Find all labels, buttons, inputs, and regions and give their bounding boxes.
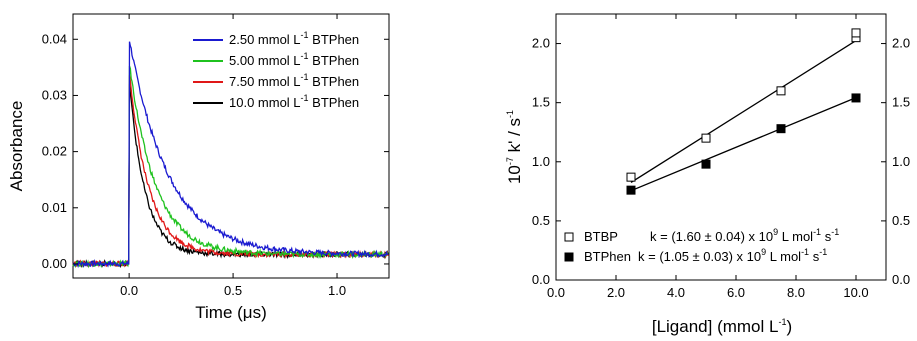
legend-entry: BTPhen — [584, 249, 631, 264]
rate-constant-chart: 0.0 2.0 4.0 6.0 8.0 10.0 0.0 0.00.5 0.51.0 1.01.… — [505, 13, 910, 336]
right-y-tick-label: 2.0 — [532, 36, 550, 51]
data-point — [851, 93, 861, 103]
left-x-tick-label: 0.5 — [224, 283, 242, 298]
absorbance-chart: 0.0 0.5 1.0 0.00 0.01 0.02 0.03 0.04 2.50 mmol… — [7, 13, 390, 322]
data-point — [776, 86, 786, 96]
left-y-tick-label: 0.00 — [42, 256, 67, 271]
right-y-tick-label: 1.5 — [532, 95, 550, 110]
right-x-tick-label: 6.0 — [727, 285, 745, 300]
legend-entry: 2.50 mmol L-1 BTPhen — [229, 30, 359, 47]
fit-line — [630, 40, 857, 184]
left-x-axis-label: Time (μs) — [195, 303, 267, 322]
legend-entry: 5.00 mmol L-1 BTPhen — [229, 51, 359, 68]
right-y2-tick-label: 1.5 — [892, 95, 910, 110]
right-fit-lines — [630, 40, 857, 192]
left-plot-frame — [72, 13, 390, 279]
right-y-ticks: 0.0 0.0 0.5 0.5 1.0 1.0 1.5 1.5 2.0 2.0 — [532, 36, 910, 287]
right-y2-tick-label: 0.0 — [892, 272, 910, 287]
trace-line — [72, 84, 389, 269]
right-x-ticks: 0.0 2.0 4.0 6.0 8.0 10.0 — [547, 14, 869, 300]
right-y-tick-label: 0.5 — [532, 213, 550, 228]
data-point — [776, 124, 786, 134]
legend-entry: 7.50 mmol L-1 BTPhen — [229, 72, 359, 89]
legend-equation: k = (1.60 ± 0.04) x 109 L mol-1 s-1 — [650, 227, 839, 244]
left-y-tick-label: 0.04 — [42, 31, 67, 46]
left-y-tick-label: 0.03 — [42, 87, 67, 102]
left-legend: 2.50 mmol L-1 BTPhen 5.00 mmol L-1 BTPhen… — [193, 30, 359, 110]
trace-line — [72, 65, 389, 269]
left-y-tick-label: 0.01 — [42, 200, 67, 215]
left-y-axis-label: Absorbance — [7, 101, 26, 192]
data-point — [701, 159, 711, 169]
legend-marker — [564, 232, 574, 242]
right-y2-tick-label: 2.0 — [892, 36, 910, 51]
right-x-tick-label: 2.0 — [607, 285, 625, 300]
right-x-tick-label: 0.0 — [547, 285, 565, 300]
right-y-tick-label: 0.0 — [532, 272, 550, 287]
left-x-tick-label: 1.0 — [328, 283, 346, 298]
right-y-tick-label: 1.0 — [532, 154, 550, 169]
trace-line — [72, 41, 389, 269]
data-point — [851, 28, 861, 38]
legend-marker — [564, 252, 574, 262]
legend-entry: BTBP — [584, 229, 618, 244]
right-x-tick-label: 4.0 — [667, 285, 685, 300]
right-y-axis-label: 10-7 k' / s-1 — [505, 110, 524, 184]
data-point — [626, 172, 636, 182]
data-point — [626, 185, 636, 195]
right-y2-tick-label: 0.5 — [892, 213, 910, 228]
data-point — [701, 133, 711, 143]
right-data-points — [626, 28, 861, 195]
right-y2-tick-label: 1.0 — [892, 154, 910, 169]
fit-line — [630, 97, 857, 192]
left-x-ticks: 0.0 0.5 1.0 — [120, 14, 346, 298]
left-y-ticks: 0.00 0.01 0.02 0.03 0.04 — [42, 31, 389, 271]
left-x-tick-label: 0.0 — [120, 283, 138, 298]
legend-entry: 10.0 mmol L-1 BTPhen — [229, 93, 359, 110]
right-legend: BTBP k = (1.60 ± 0.04) x 109 L mol-1 s-1 B… — [564, 227, 839, 264]
right-x-tick-label: 10.0 — [843, 285, 868, 300]
right-x-axis-label: [Ligand] (mmol L-1) — [652, 317, 792, 336]
left-traces — [72, 41, 389, 269]
right-x-tick-label: 8.0 — [787, 285, 805, 300]
right-plot-frame — [555, 13, 887, 281]
left-y-tick-label: 0.02 — [42, 144, 67, 159]
legend-equation: k = (1.05 ± 0.03) x 109 L mol-1 s-1 — [638, 247, 827, 264]
